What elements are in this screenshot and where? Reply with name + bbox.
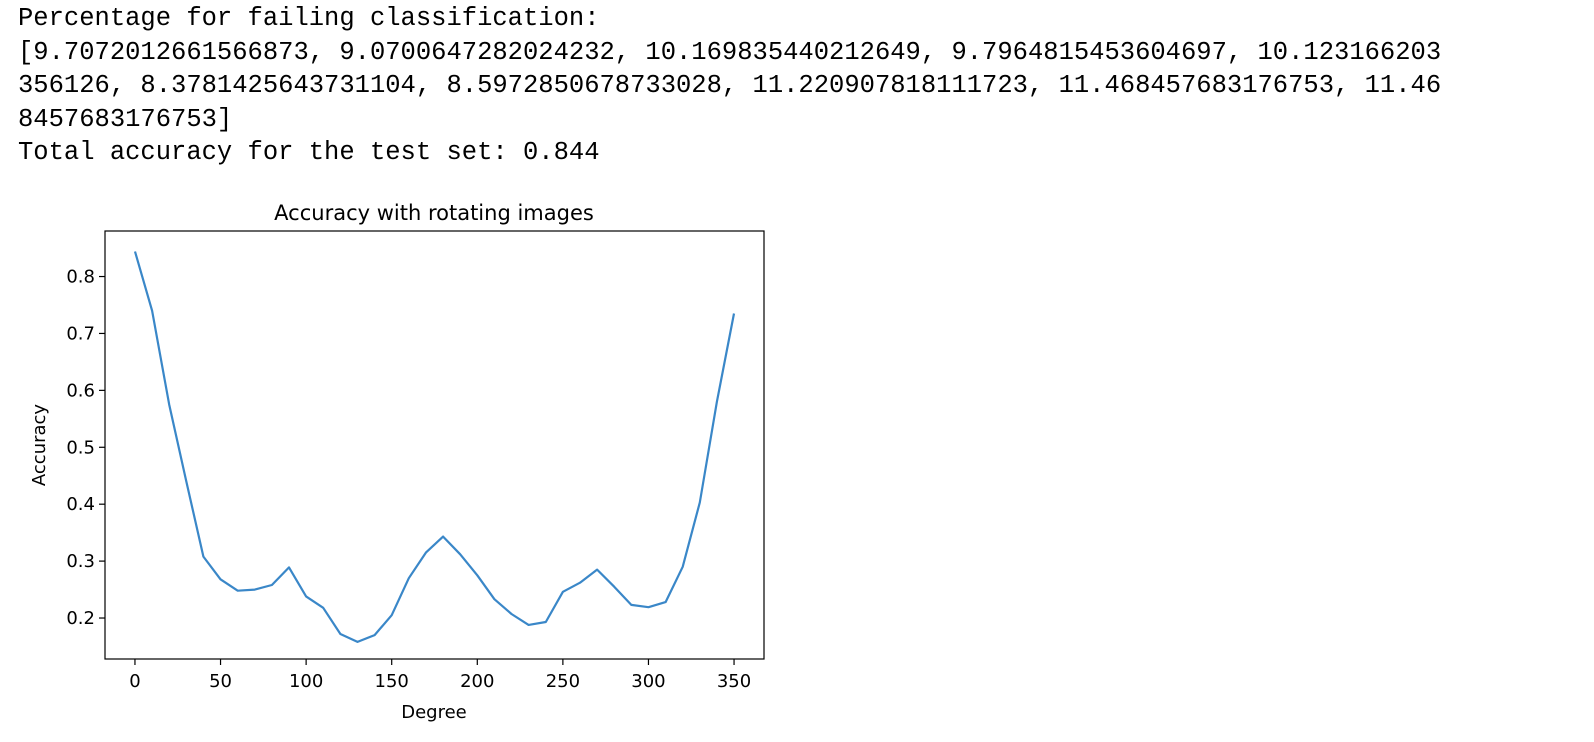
y-tick-label: 0.4 <box>66 494 95 515</box>
y-tick-label: 0.5 <box>66 437 95 458</box>
output-line-list-3: 8457683176753] <box>18 104 233 134</box>
x-axis-ticks: 0 50 100 150 200 250 300 350 <box>129 659 751 692</box>
x-tick-label: 100 <box>289 671 323 692</box>
x-tick-label: 200 <box>460 671 494 692</box>
x-tick-label: 300 <box>631 671 665 692</box>
x-tick-label: 250 <box>546 671 580 692</box>
chart-title: Accuracy with rotating images <box>274 201 594 225</box>
y-tick-label: 0.3 <box>66 551 95 572</box>
y-axis-label: Accuracy <box>29 404 50 487</box>
output-line-heading: Percentage for failing classification: <box>18 4 600 33</box>
x-tick-label: 0 <box>129 671 140 692</box>
y-tick-label: 0.6 <box>66 380 95 401</box>
output-line-total-accuracy: Total accuracy for the test set: 0.844 <box>18 138 600 167</box>
accuracy-line-chart: Accuracy with rotating images 0 50 100 150 2… <box>29 201 765 723</box>
y-tick-label: 0.7 <box>66 323 95 344</box>
x-tick-label: 150 <box>375 671 409 692</box>
y-tick-label: 0.8 <box>66 267 95 288</box>
x-axis-label: Degree <box>401 702 467 723</box>
x-tick-label: 50 <box>209 671 232 692</box>
accuracy-series-line <box>133 251 736 643</box>
y-axis-ticks: 0.2 0.3 0.4 0.5 0.6 0.7 0.8 <box>66 267 105 629</box>
cell-output: Percentage for failing classification: [… <box>18 2 1588 170</box>
plot-frame <box>104 230 765 660</box>
x-tick-label: 350 <box>717 671 751 692</box>
output-line-list-1: [9.7072012661566873, 9.0700647282024232,… <box>18 37 1442 67</box>
y-tick-label: 0.2 <box>66 608 95 629</box>
output-line-list-2: 356126, 8.3781425643731104, 8.5972850678… <box>18 71 1442 100</box>
